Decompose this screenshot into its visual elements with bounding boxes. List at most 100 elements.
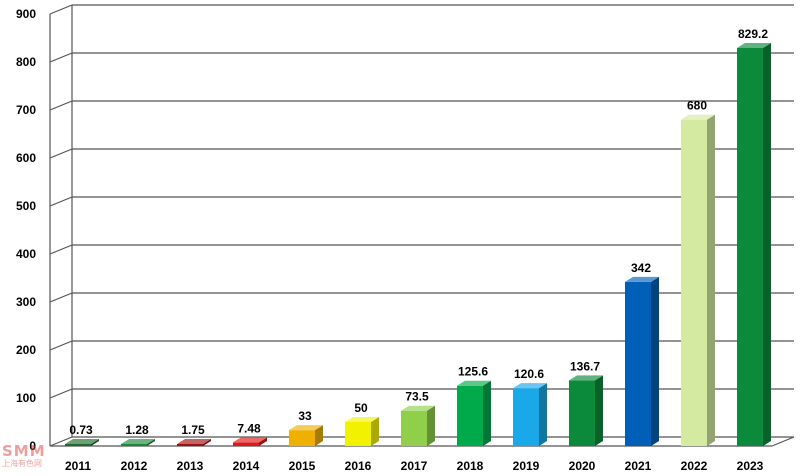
bar-side: [147, 439, 155, 446]
x-tick-label: 2017: [401, 459, 428, 473]
x-tick-label: 2013: [177, 459, 204, 473]
logo-subtitle: 上海有色网: [2, 459, 42, 468]
bar-top: [681, 114, 715, 120]
logo-mark: SMM: [2, 442, 46, 460]
x-tick-label: 2012: [121, 459, 148, 473]
y-axis-ticks: 0 100 200 300 400 500 600 700 800 900: [16, 7, 36, 453]
data-label: 125.6: [458, 365, 488, 379]
bar-top: [513, 383, 547, 389]
bar: [233, 437, 267, 446]
bar: [289, 425, 323, 446]
bar-front: [121, 444, 147, 446]
bar-side: [707, 114, 715, 446]
bar-front: [569, 380, 595, 446]
grid-diagonal: [49, 340, 73, 351]
data-label: 680: [687, 99, 707, 113]
data-label: 1.75: [181, 423, 205, 437]
y-tick-label: 700: [16, 103, 36, 117]
grid-diagonal: [49, 436, 73, 447]
smm-logo: SMM 上海有色网: [2, 444, 72, 474]
bar-top: [401, 405, 435, 411]
data-label: 50: [354, 401, 368, 415]
bar-side: [203, 439, 211, 446]
grid-diagonal: [49, 196, 73, 207]
data-label: 33: [298, 409, 312, 423]
bar-front: [513, 388, 539, 446]
x-tick-label: 2023: [737, 459, 764, 473]
bar-front: [289, 430, 315, 446]
bar-side: [483, 380, 491, 446]
bar: [65, 439, 99, 446]
bar-front: [233, 442, 259, 446]
bar: [177, 439, 211, 446]
x-tick-label: 2021: [625, 459, 652, 473]
bar: [345, 417, 379, 446]
y-tick-label: 500: [16, 199, 36, 213]
bar-top: [625, 276, 659, 282]
bar-top: [121, 439, 155, 444]
y-tick-label: 800: [16, 55, 36, 69]
bar: [737, 42, 771, 446]
bar-top: [233, 437, 267, 443]
bar-top: [737, 42, 771, 48]
bar-front: [457, 385, 483, 446]
data-label: 829.2: [738, 27, 768, 41]
data-label: 342: [631, 261, 651, 275]
data-label: 136.7: [570, 359, 600, 373]
bar-top: [569, 375, 603, 381]
bar-side: [763, 42, 771, 446]
bar-top: [289, 425, 323, 431]
bar: [681, 114, 715, 446]
data-label: 120.6: [514, 367, 544, 381]
bar-top: [177, 439, 211, 444]
bar-side: [539, 383, 547, 446]
bar-side: [259, 437, 267, 446]
bar-side: [315, 425, 323, 446]
bar: [401, 405, 435, 446]
x-tick-label: 2022: [681, 459, 708, 473]
bar: [569, 375, 603, 446]
x-tick-label: 2020: [569, 459, 596, 473]
x-tick-label: 2011: [65, 459, 91, 473]
grid-diagonal: [49, 244, 73, 255]
bar-top: [457, 380, 491, 386]
bar-side: [91, 439, 99, 446]
data-label: 73.5: [405, 390, 429, 404]
grid-diagonal: [49, 292, 73, 303]
bar: [457, 380, 491, 446]
bar-side: [371, 417, 379, 446]
x-tick-label: 2014: [233, 459, 260, 473]
bar-front: [681, 119, 707, 446]
bar-front: [177, 444, 203, 446]
y-tick-label: 300: [16, 295, 36, 309]
y-tick-label: 400: [16, 247, 36, 261]
x-axis-ticks: 2011 2012 2013 2014 2015 2016 2017 2018 2019 2020…: [65, 459, 764, 473]
grid-diagonal: [49, 388, 73, 399]
data-label: 0.73: [69, 423, 93, 437]
bar-side: [651, 276, 659, 446]
y-tick-label: 200: [16, 343, 36, 357]
floor-right-edge: [771, 436, 795, 447]
y-tick-label: 600: [16, 151, 36, 165]
grid-diagonal: [49, 4, 73, 15]
grid-lines: [49, 4, 795, 447]
data-label: 7.48: [237, 421, 261, 435]
grid-diagonal: [49, 148, 73, 159]
x-tick-label: 2016: [345, 459, 372, 473]
x-tick-label: 2019: [513, 459, 540, 473]
grid-diagonal: [49, 100, 73, 111]
bar-top: [65, 439, 99, 444]
bars: [65, 42, 771, 446]
bar-front: [625, 281, 651, 446]
bar-front: [65, 444, 91, 446]
x-tick-label: 2015: [289, 459, 316, 473]
grid-diagonal: [49, 52, 73, 63]
y-tick-label: 900: [16, 7, 36, 21]
bar-top: [345, 417, 379, 422]
bar-side: [595, 375, 603, 446]
bar-front: [345, 422, 371, 446]
bar: [625, 276, 659, 446]
bar: [121, 439, 155, 446]
y-tick-label: 100: [16, 391, 36, 405]
